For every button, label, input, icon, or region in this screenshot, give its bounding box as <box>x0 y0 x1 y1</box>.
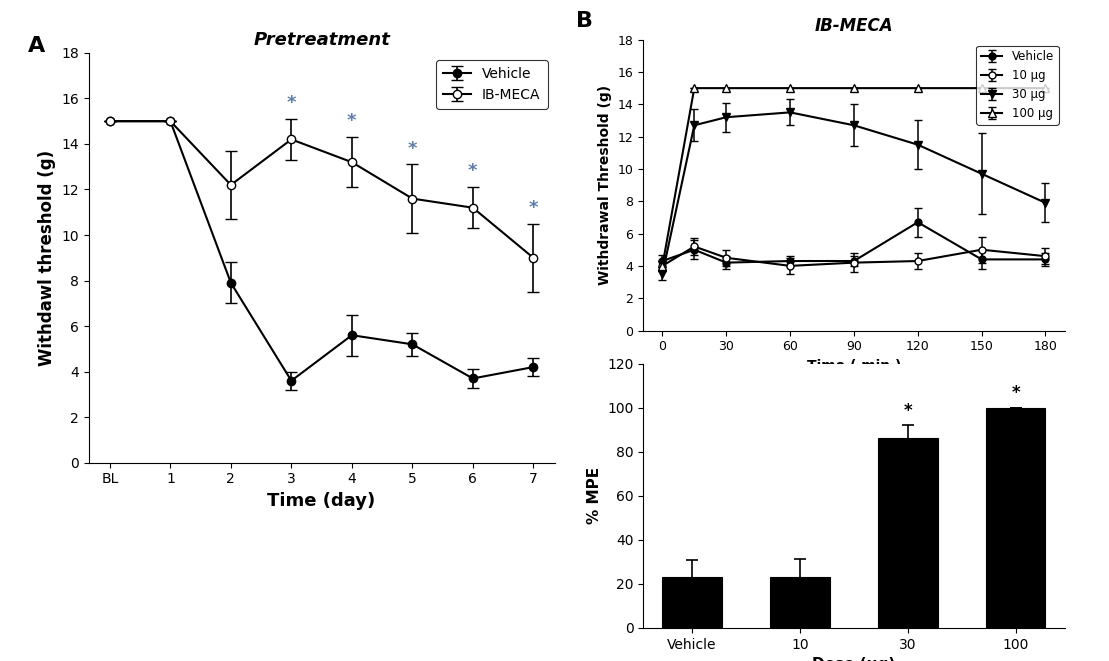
Title: IB-MECA: IB-MECA <box>815 17 893 35</box>
Text: *: * <box>286 94 296 112</box>
Legend: Vehicle, IB-MECA: Vehicle, IB-MECA <box>436 60 548 108</box>
Y-axis label: % MPE: % MPE <box>587 467 601 524</box>
Bar <box>986 408 1046 628</box>
Y-axis label: Withdawl threshold (g): Withdawl threshold (g) <box>38 150 55 366</box>
Legend: Vehicle, 10 μg, 30 μg, 100 μg: Vehicle, 10 μg, 30 μg, 100 μg <box>976 46 1059 125</box>
X-axis label: Time ( min ): Time ( min ) <box>806 359 902 373</box>
Text: B: B <box>576 11 593 30</box>
X-axis label: Dose (μg): Dose (μg) <box>812 657 896 661</box>
Bar <box>662 577 722 628</box>
Y-axis label: Withdrawal Threshold (g): Withdrawal Threshold (g) <box>598 85 612 285</box>
X-axis label: Time (day): Time (day) <box>267 492 376 510</box>
Text: *: * <box>408 139 417 157</box>
Text: *: * <box>1011 384 1020 402</box>
Text: A: A <box>28 36 45 56</box>
Text: *: * <box>347 112 357 130</box>
Text: *: * <box>904 402 913 420</box>
Text: *: * <box>529 199 538 217</box>
Bar <box>878 438 937 628</box>
Title: Pretreatment: Pretreatment <box>253 30 390 48</box>
Bar <box>771 577 830 628</box>
Text: *: * <box>468 163 478 180</box>
